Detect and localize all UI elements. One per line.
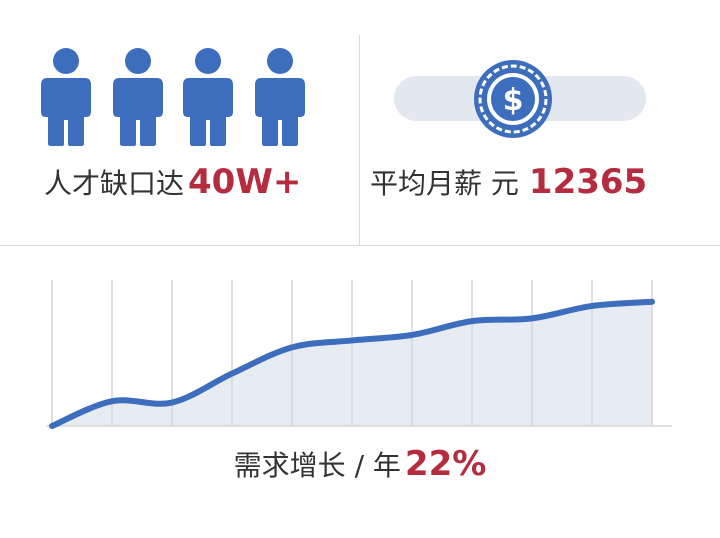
avg-salary-label: 平均月薪 元 — [370, 167, 519, 200]
demand-growth-stat: 需求增长 / 年 22% — [0, 444, 720, 492]
person-icon — [41, 48, 91, 146]
person-icon — [113, 48, 163, 146]
demand-growth-value: 22% — [404, 444, 487, 484]
person-icon — [183, 48, 233, 146]
vertical-divider — [359, 35, 360, 245]
talent-gap-stat: 人才缺口达 40W+ — [44, 162, 301, 210]
demand-growth-label: 需求增长 / 年 — [233, 449, 401, 482]
svg-text:$: $ — [503, 83, 524, 118]
growth-area-chart — [46, 280, 672, 429]
talent-gap-label: 人才缺口达 — [44, 167, 185, 200]
dollar-coin-icon: $ — [474, 60, 552, 138]
avg-salary-stat: 平均月薪 元 12365 — [370, 162, 647, 210]
horizontal-divider — [0, 245, 720, 246]
chart-series-line — [49, 298, 655, 429]
avg-salary-value: 12365 — [528, 162, 648, 202]
person-icon — [255, 48, 305, 146]
talent-people-icons — [38, 48, 318, 148]
talent-gap-value: 40W+ — [188, 162, 302, 202]
